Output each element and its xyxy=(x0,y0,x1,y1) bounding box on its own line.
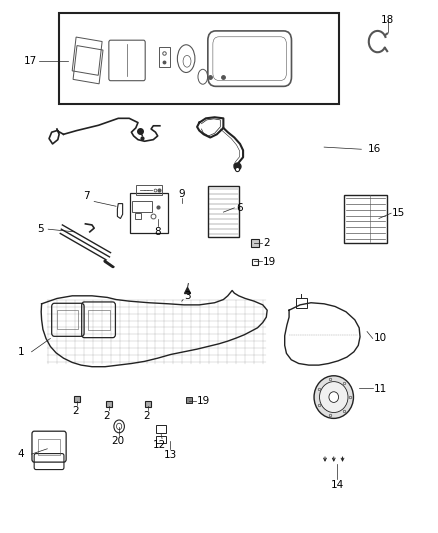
Text: 12: 12 xyxy=(153,440,166,450)
Bar xyxy=(57,310,78,329)
Text: 11: 11 xyxy=(374,384,387,394)
Text: 2: 2 xyxy=(263,238,269,247)
Text: 2: 2 xyxy=(103,411,110,422)
Text: 18: 18 xyxy=(381,15,394,25)
Bar xyxy=(208,187,239,237)
Bar xyxy=(156,436,166,443)
Text: 17: 17 xyxy=(24,56,37,66)
Text: 20: 20 xyxy=(112,436,125,446)
Text: 3: 3 xyxy=(184,290,191,301)
Text: 19: 19 xyxy=(263,257,276,267)
Text: 15: 15 xyxy=(392,208,405,218)
Text: 1: 1 xyxy=(18,347,24,357)
Ellipse shape xyxy=(329,392,339,402)
Text: 6: 6 xyxy=(237,203,243,213)
Text: 7: 7 xyxy=(83,191,90,201)
Bar xyxy=(136,185,162,195)
Text: 13: 13 xyxy=(163,450,177,461)
Text: 8: 8 xyxy=(154,227,161,237)
Text: 16: 16 xyxy=(368,144,381,154)
Bar xyxy=(159,47,170,67)
Bar xyxy=(88,310,110,330)
Text: 14: 14 xyxy=(331,480,344,490)
Bar xyxy=(38,439,60,455)
Text: 19: 19 xyxy=(197,396,210,406)
Bar xyxy=(132,201,152,212)
Bar xyxy=(156,425,166,433)
Ellipse shape xyxy=(117,423,122,430)
Text: 4: 4 xyxy=(18,449,24,459)
Ellipse shape xyxy=(320,382,348,413)
Text: 10: 10 xyxy=(374,334,387,343)
Bar xyxy=(130,193,168,233)
Ellipse shape xyxy=(314,376,353,418)
Text: 2: 2 xyxy=(72,406,79,416)
Bar xyxy=(344,195,387,243)
Text: 2: 2 xyxy=(143,411,150,422)
Bar xyxy=(59,13,339,104)
Bar xyxy=(296,298,307,308)
Text: 5: 5 xyxy=(37,224,44,234)
Text: 9: 9 xyxy=(178,189,185,199)
